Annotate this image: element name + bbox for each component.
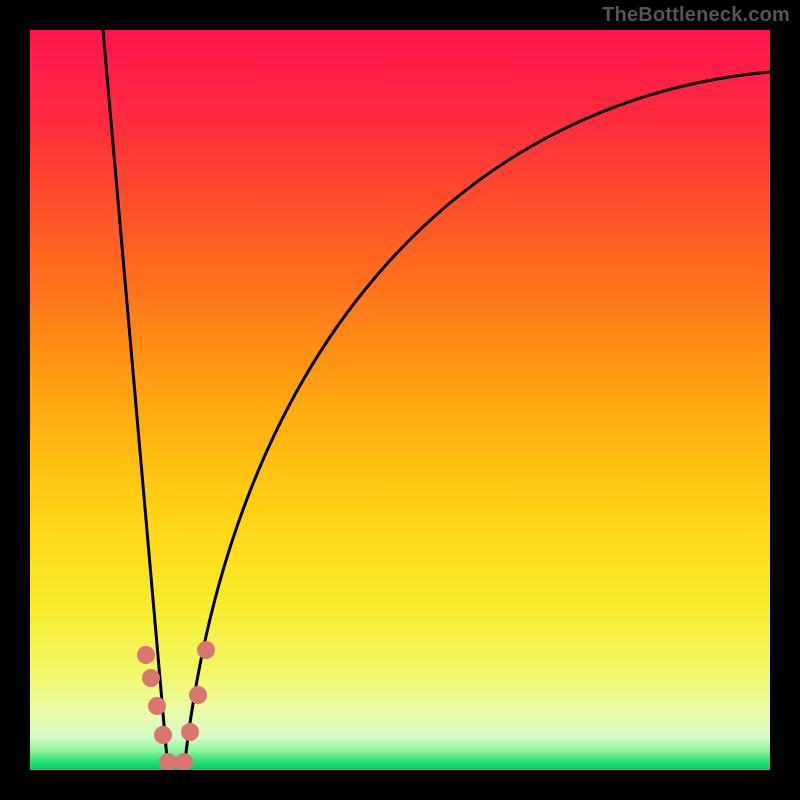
data-point: [142, 669, 160, 687]
watermark-text: TheBottleneck.com: [602, 4, 790, 27]
data-point: [154, 726, 172, 744]
dots-layer: [30, 30, 770, 770]
data-point: [148, 697, 166, 715]
canvas: TheBottleneck.com: [0, 0, 800, 800]
data-point: [181, 723, 199, 741]
data-point: [137, 646, 155, 664]
plot-area: [30, 30, 770, 770]
data-point: [189, 686, 207, 704]
data-point: [175, 753, 193, 770]
data-point: [159, 753, 177, 770]
data-point: [197, 641, 215, 659]
